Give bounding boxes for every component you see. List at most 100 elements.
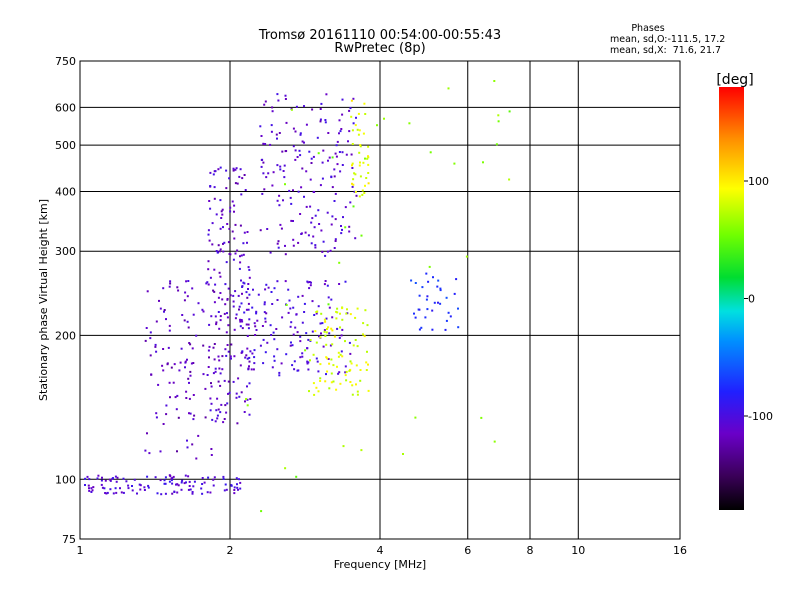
- data-point: [207, 268, 210, 271]
- data-point: [229, 355, 232, 358]
- data-point: [341, 328, 344, 331]
- data-point: [88, 478, 91, 481]
- data-point: [445, 319, 448, 322]
- data-point: [321, 322, 324, 325]
- data-point: [232, 294, 235, 297]
- data-point: [224, 303, 227, 306]
- data-point: [162, 369, 165, 372]
- data-point: [309, 205, 312, 208]
- data-point: [355, 116, 357, 119]
- data-point: [163, 310, 165, 313]
- data-point: [351, 185, 354, 188]
- data-point: [213, 268, 216, 271]
- data-point: [304, 231, 307, 234]
- data-point: [103, 487, 106, 490]
- data-point: [437, 279, 440, 282]
- data-point: [241, 327, 244, 330]
- data-point: [341, 164, 344, 166]
- data-point: [275, 328, 278, 330]
- data-point: [205, 282, 208, 285]
- data-point: [414, 316, 417, 319]
- data-point: [308, 150, 311, 153]
- data-point: [248, 360, 251, 363]
- data-point: [186, 358, 188, 361]
- data-point: [246, 241, 248, 244]
- data-point: [101, 476, 103, 479]
- data-point: [214, 283, 217, 286]
- data-point: [264, 288, 267, 291]
- data-point: [344, 340, 346, 343]
- data-point: [265, 283, 268, 286]
- data-point: [88, 489, 91, 492]
- data-point: [357, 133, 360, 136]
- data-point: [293, 360, 296, 363]
- data-point: [346, 308, 348, 311]
- data-point: [184, 474, 187, 477]
- data-point: [97, 474, 100, 477]
- data-point: [209, 397, 212, 400]
- data-point: [367, 182, 370, 185]
- data-point: [312, 353, 315, 356]
- data-point: [238, 305, 241, 308]
- data-point: [249, 350, 252, 353]
- data-point: [319, 184, 322, 187]
- data-point: [273, 338, 276, 341]
- data-point: [349, 107, 352, 110]
- data-point: [183, 319, 186, 322]
- data-point: [164, 492, 167, 495]
- y-tick-label: 75: [62, 533, 76, 546]
- data-point: [301, 352, 304, 355]
- data-point: [340, 128, 343, 130]
- data-point: [339, 353, 342, 356]
- data-point: [322, 345, 325, 348]
- data-point: [493, 440, 496, 443]
- data-point: [354, 124, 357, 127]
- data-point: [345, 153, 348, 156]
- data-point: [207, 283, 210, 286]
- data-point: [246, 231, 249, 233]
- data-point: [367, 363, 369, 366]
- data-point: [358, 129, 361, 132]
- data-point: [253, 349, 256, 352]
- data-point: [235, 477, 238, 480]
- data-point: [321, 250, 324, 253]
- data-point: [236, 422, 239, 425]
- data-point: [236, 486, 239, 489]
- data-point: [215, 409, 218, 412]
- data-point: [364, 157, 366, 160]
- chart-subtitle: RwPretec (8p): [334, 41, 425, 56]
- data-point: [319, 377, 322, 380]
- data-point: [340, 334, 343, 337]
- data-point: [334, 152, 337, 155]
- colorbar-label: [deg]: [716, 72, 753, 88]
- data-point: [223, 418, 226, 420]
- data-point: [284, 467, 287, 470]
- data-point: [319, 120, 322, 123]
- data-point: [276, 242, 279, 245]
- data-point: [240, 302, 243, 305]
- data-point: [209, 171, 212, 174]
- data-point: [326, 328, 328, 330]
- data-point: [295, 475, 298, 478]
- data-point: [319, 108, 322, 110]
- data-point: [231, 230, 234, 233]
- data-point: [300, 186, 303, 189]
- data-point: [270, 130, 273, 133]
- data-point: [246, 398, 249, 401]
- data-point: [170, 477, 173, 480]
- data-point: [360, 449, 363, 452]
- data-point: [324, 280, 327, 282]
- data-point: [288, 189, 291, 192]
- data-point: [420, 326, 423, 329]
- data-point: [218, 359, 221, 362]
- data-point: [289, 344, 292, 347]
- data-point: [241, 177, 244, 180]
- data-point: [239, 261, 242, 264]
- data-point: [292, 220, 294, 222]
- data-point: [339, 312, 341, 315]
- data-point: [217, 311, 220, 313]
- data-point: [356, 345, 359, 348]
- data-point: [260, 165, 263, 168]
- data-point: [359, 379, 362, 382]
